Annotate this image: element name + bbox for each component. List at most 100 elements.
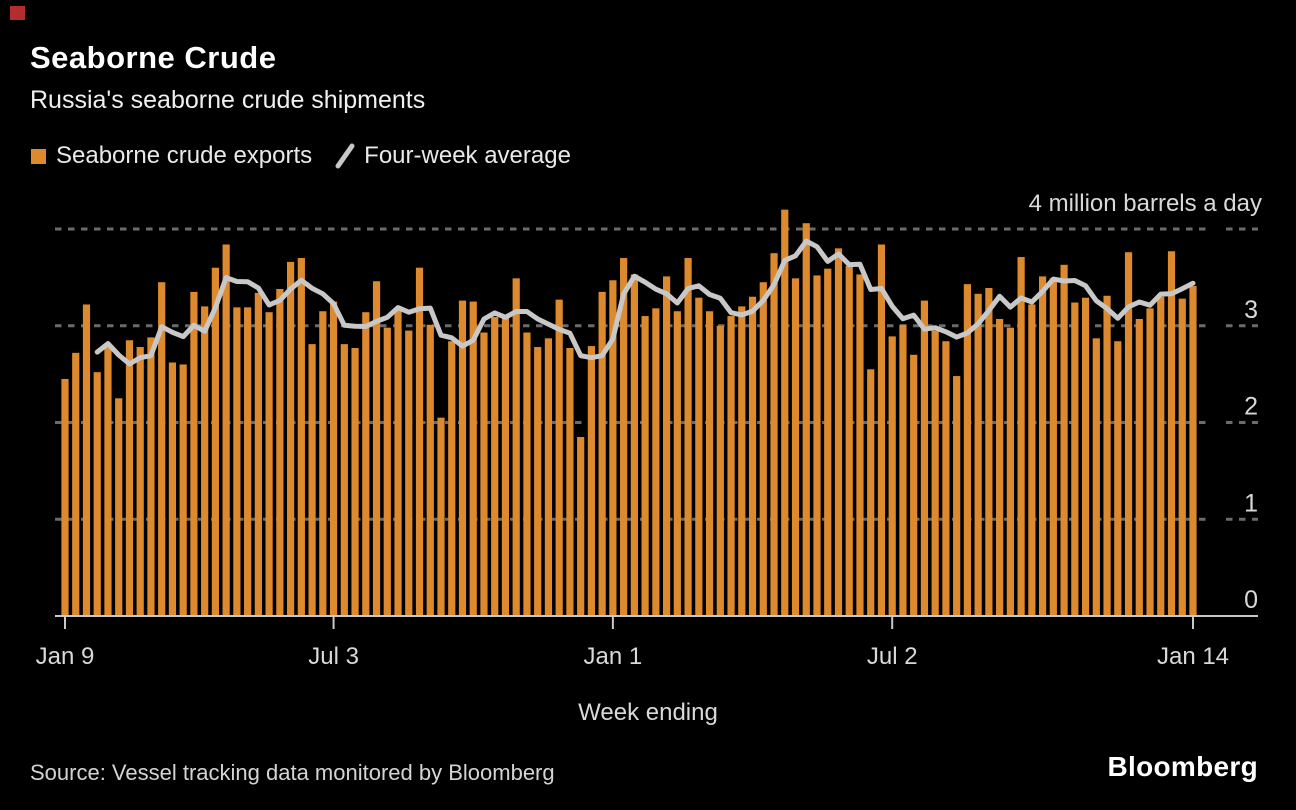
bar	[759, 282, 767, 616]
bar	[448, 341, 456, 616]
bar	[93, 372, 101, 616]
bar	[523, 332, 531, 616]
bar	[104, 345, 112, 616]
x-tick-label: Jul 2	[867, 643, 918, 670]
bar	[620, 258, 628, 616]
bar	[276, 288, 284, 616]
bar	[652, 308, 660, 616]
x-tick-label: Jan 9	[36, 643, 95, 670]
bar	[630, 274, 638, 616]
y-tick-label: 2	[1244, 393, 1258, 421]
bar	[61, 378, 69, 616]
x-axis-title: Week ending	[578, 699, 718, 726]
bar	[910, 354, 918, 616]
bar	[727, 316, 735, 616]
bar	[705, 311, 714, 616]
bar	[684, 258, 692, 616]
bar	[437, 417, 445, 616]
bar	[845, 265, 853, 616]
bar	[985, 288, 993, 616]
bar	[963, 284, 971, 616]
bar	[351, 348, 359, 616]
bar	[587, 346, 595, 616]
bar	[287, 261, 295, 616]
bar	[1060, 264, 1068, 616]
bar	[82, 304, 91, 616]
x-tick-label: Jan 1	[584, 643, 643, 670]
bar-series-swatch-icon	[31, 148, 46, 164]
bar	[544, 338, 553, 616]
bar	[1028, 304, 1036, 616]
y-tick-label: 0	[1244, 586, 1258, 614]
bar	[770, 253, 778, 616]
bar	[856, 274, 864, 616]
bar	[1178, 298, 1186, 616]
bar	[179, 364, 187, 616]
bar	[942, 341, 950, 616]
bar	[577, 437, 585, 616]
bar	[254, 292, 262, 616]
x-tick-label: Jul 3	[308, 643, 359, 670]
bar	[1081, 297, 1090, 616]
slash-stroke	[335, 143, 355, 169]
bloomberg-logo: Bloomberg	[1107, 751, 1258, 782]
bar	[158, 282, 166, 616]
bar	[72, 352, 80, 616]
bar	[297, 258, 305, 616]
bar	[201, 306, 209, 616]
bar	[738, 306, 746, 616]
bar	[791, 278, 800, 616]
y-tick-label: 1	[1244, 489, 1258, 517]
bar	[566, 348, 574, 616]
bar	[340, 344, 348, 616]
bar	[136, 347, 144, 616]
bar	[802, 223, 810, 616]
bar	[168, 362, 177, 616]
legend-label-line: Four-week average	[364, 142, 571, 169]
x-tick-label: Jan 14	[1157, 643, 1229, 670]
four-week-average-line	[94, 238, 1196, 367]
bar	[920, 300, 929, 616]
bar	[329, 301, 338, 616]
bar	[641, 316, 649, 616]
bar	[458, 300, 467, 616]
bar	[834, 248, 843, 616]
bar	[1167, 251, 1176, 616]
bar	[211, 267, 219, 616]
bar	[673, 311, 681, 616]
bar	[1039, 276, 1047, 616]
bar	[716, 325, 724, 616]
y-tick-label: 3	[1244, 296, 1258, 324]
bar	[867, 369, 875, 616]
bar	[1157, 296, 1165, 616]
bar	[405, 330, 413, 616]
source-attribution: Source: Vessel tracking data monitored b…	[30, 760, 555, 785]
bar	[1146, 308, 1154, 616]
bar	[362, 312, 370, 616]
bar	[931, 330, 939, 616]
bar	[974, 293, 982, 616]
bar	[426, 324, 434, 616]
bloomberg-red-square-mark	[10, 6, 25, 20]
bar	[695, 297, 703, 616]
bar	[598, 291, 606, 616]
bar	[824, 268, 832, 616]
bar	[877, 244, 886, 617]
bar	[609, 280, 617, 616]
bar	[480, 332, 488, 616]
bar	[501, 318, 510, 616]
bar	[469, 301, 477, 616]
bar	[308, 344, 316, 616]
bar	[1189, 286, 1197, 616]
bar	[233, 307, 241, 616]
bar	[512, 278, 520, 616]
bar	[953, 376, 961, 616]
bar	[125, 340, 134, 616]
page-title: Seaborne Crude	[30, 40, 277, 75]
bar	[1006, 327, 1014, 616]
bar	[491, 317, 499, 616]
bar	[1135, 318, 1143, 616]
bar	[1103, 295, 1111, 616]
bar	[372, 281, 381, 616]
